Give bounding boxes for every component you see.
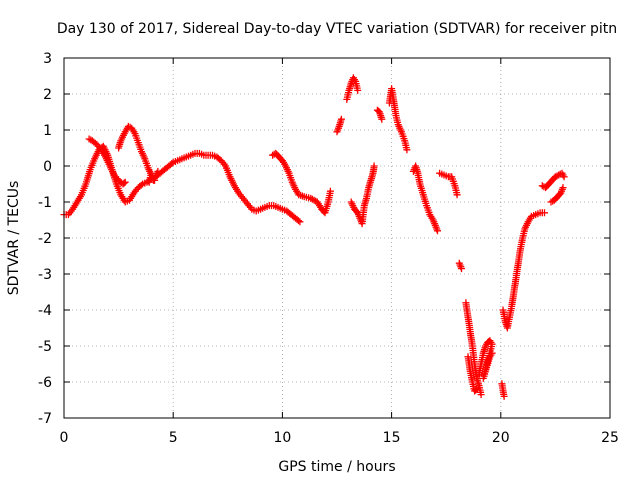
x-tick-label: 10	[273, 430, 291, 446]
x-axis-label: GPS time / hours	[278, 459, 395, 475]
chart-title: Day 130 of 2017, Sidereal Day-to-day VTE…	[57, 21, 617, 37]
y-tick-label: -3	[38, 267, 52, 283]
data-points	[61, 74, 568, 400]
y-tick-label: 1	[43, 123, 52, 139]
y-tick-label: 0	[43, 159, 52, 175]
y-axis-label: SDTVAR / TECUs	[6, 181, 22, 296]
y-tick-label: -7	[38, 411, 52, 427]
y-tick-label: 2	[43, 87, 52, 103]
y-tick-label: -2	[38, 231, 52, 247]
y-tick-label: -5	[38, 339, 52, 355]
grid	[64, 58, 610, 418]
y-tick-label: 3	[43, 51, 52, 67]
x-tick-label: 20	[492, 430, 510, 446]
axis-ticks: 0 5 10 15 20 25 -7 -6 -5 -4 -3 -2 -1 0 1 2 3	[38, 51, 619, 446]
x-tick-label: 15	[383, 430, 401, 446]
y-tick-label: -1	[38, 195, 52, 211]
y-tick-label: -4	[38, 303, 52, 319]
y-tick-label: -6	[38, 375, 52, 391]
x-tick-label: 5	[169, 430, 178, 446]
x-tick-label: 25	[601, 430, 619, 446]
data-series-markers	[61, 74, 568, 400]
x-tick-label: 0	[60, 430, 69, 446]
